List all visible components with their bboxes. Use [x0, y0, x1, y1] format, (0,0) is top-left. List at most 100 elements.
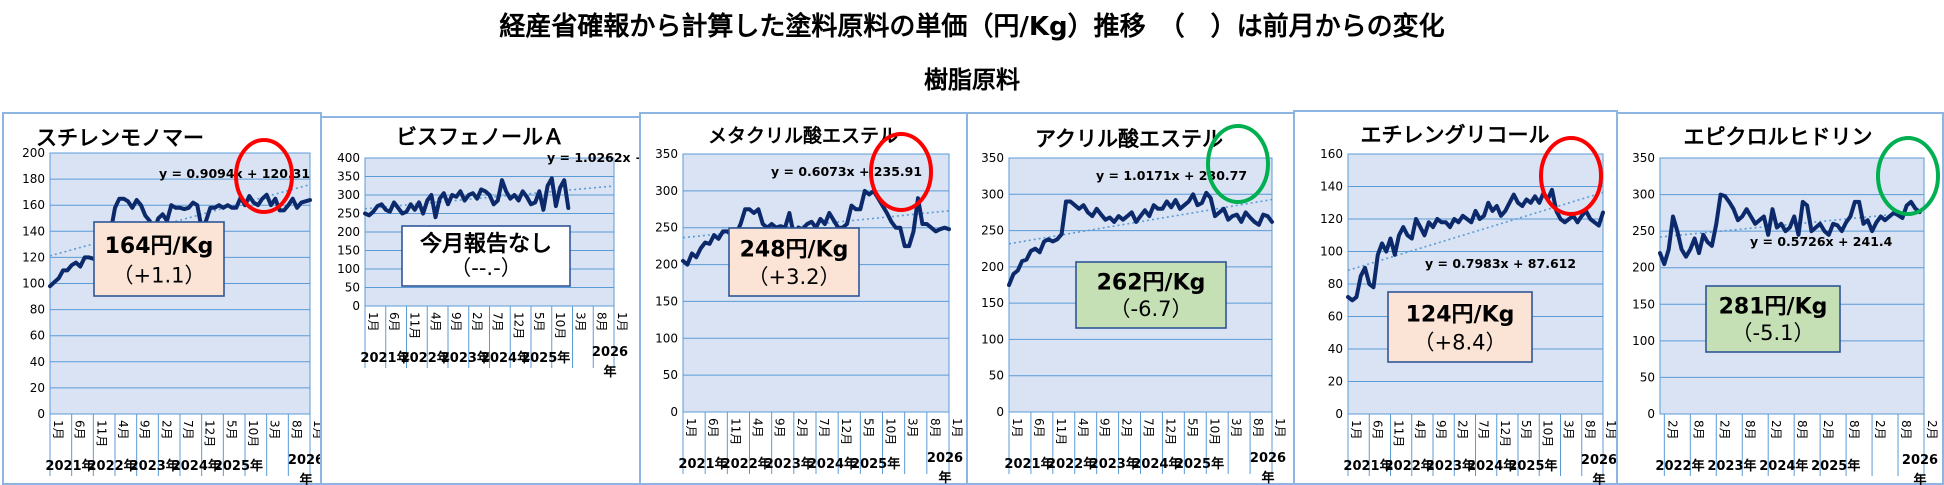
y-tick-label: 300	[655, 184, 678, 198]
year-label: 2023年	[765, 456, 814, 472]
x-tick-label: 1月	[1604, 420, 1618, 440]
x-tick-label: 3月	[574, 312, 588, 332]
x-tick-label: 8月	[928, 418, 942, 438]
y-tick-label: 60	[30, 329, 45, 343]
year-label: 2023年	[441, 350, 490, 366]
chart-title: アクリル酸エステル	[1035, 127, 1223, 151]
y-tick-label: 100	[22, 277, 45, 291]
year-label: 年	[603, 364, 616, 380]
x-tick-label: 8月	[1899, 420, 1913, 440]
y-tick-label: 150	[1632, 297, 1655, 311]
price-callout	[1705, 285, 1841, 353]
x-tick-label: 9月	[1098, 418, 1112, 438]
x-tick-label: 2月	[1769, 420, 1783, 440]
x-tick-label: 8月	[1251, 418, 1265, 438]
x-tick-label: 8月	[1743, 420, 1757, 440]
y-tick-label: 50	[1640, 370, 1655, 384]
change-label: （--.-）	[450, 256, 521, 280]
x-tick-label: 7月	[491, 312, 505, 332]
year-label: 年	[938, 470, 951, 485]
year-label: 2026	[592, 345, 628, 360]
chart-svg: スチレンモノマー 0 20 40 60 80 100 120 140 160 180 200 1月 6月 1…	[22, 126, 325, 485]
y-tick-label: 300	[337, 188, 360, 202]
y-tick-label: 100	[981, 332, 1004, 346]
change-label: （+1.1）	[113, 264, 206, 288]
y-tick-label: 150	[981, 296, 1004, 310]
year-label: 2021年	[678, 456, 727, 472]
chart-title: エチレングリコール	[1361, 123, 1550, 147]
x-tick-label: 12月	[511, 312, 525, 339]
x-tick-label: 4月	[116, 420, 130, 440]
y-tick-label: 100	[1632, 334, 1655, 348]
price-callout	[401, 225, 571, 287]
x-tick-label: 4月	[1413, 420, 1427, 440]
y-tick-label: 300	[1632, 188, 1655, 202]
x-tick-label: 1月	[684, 418, 698, 438]
year-label: 2023年	[1090, 456, 1139, 472]
highlight-ring	[1206, 124, 1270, 204]
year-label: 2022年	[1047, 456, 1096, 472]
x-tick-label: 5月	[861, 418, 875, 438]
x-tick-label: 2月	[1925, 420, 1939, 440]
year-label: 年	[1913, 472, 1926, 485]
x-tick-label: 3月	[906, 418, 920, 438]
x-tick-label: 11月	[408, 312, 422, 339]
trend-equation: y = 0.7983x + 87.612	[1425, 256, 1576, 271]
y-tick-label: 140	[22, 224, 45, 238]
y-tick-label: 100	[655, 331, 678, 345]
change-label: （-5.1）	[1732, 321, 1815, 345]
y-tick-label: 100	[337, 262, 360, 276]
x-tick-label: 6月	[706, 418, 720, 438]
x-tick-label: 6月	[1370, 420, 1384, 440]
chart-svg: エピクロルヒドリン 0 50 100 150 200 250 300 350 2月 8月 2月 8月 2月…	[1632, 125, 1940, 485]
highlight-ring	[1539, 136, 1603, 216]
year-label: 2024年	[1132, 456, 1181, 472]
price-label: 262円/Kg	[1097, 271, 1206, 296]
year-label: 2021年	[1343, 458, 1392, 474]
year-label: 2023年	[1707, 458, 1756, 474]
x-tick-label: 12月	[1498, 420, 1512, 447]
highlight-ring	[1876, 136, 1940, 216]
x-tick-label: 7月	[1142, 418, 1156, 438]
x-tick-label: 8月	[594, 312, 608, 332]
year-label: 2025年	[1508, 458, 1557, 474]
x-tick-label: 10月	[246, 420, 260, 447]
x-tick-label: 6月	[73, 420, 87, 440]
y-tick-label: 350	[337, 170, 360, 184]
year-label: 2021年	[360, 350, 409, 366]
x-tick-label: 2月	[1665, 420, 1679, 440]
chart-title: エピクロルヒドリン	[1684, 125, 1873, 149]
x-tick-label: 10月	[553, 312, 567, 339]
price-callout	[1075, 261, 1227, 329]
page-subtitle: 樹脂原料	[924, 66, 1020, 94]
x-tick-label: 10月	[884, 418, 898, 445]
y-tick-label: 200	[655, 258, 678, 272]
y-tick-label: 350	[981, 151, 1004, 165]
year-label: 2022年	[1655, 458, 1704, 474]
year-label: 年	[1261, 470, 1274, 485]
chart-panel-4: アクリル酸エステル 0 50 100 150 200 250 300 350 1月 6月 11月 4月 9…	[966, 112, 1295, 485]
x-tick-label: 10月	[1207, 418, 1221, 445]
x-tick-label: 3月	[1562, 420, 1576, 440]
price-label: 今月報告なし	[420, 231, 552, 257]
year-label: 2021年	[45, 458, 94, 474]
chart-title: スチレンモノマー	[36, 126, 204, 150]
change-label: （+8.4）	[1414, 330, 1507, 354]
x-tick-label: 8月	[1583, 420, 1597, 440]
x-tick-label: 12月	[839, 418, 853, 445]
year-label: 2024年	[1759, 458, 1808, 474]
y-tick-label: 140	[1320, 180, 1343, 194]
x-tick-label: 2月	[1455, 420, 1469, 440]
y-tick-label: 200	[337, 225, 360, 239]
chart-svg: メタクリル酸エステル 0 50 100 150 200 250 300 350 1月 6月 11月 4月…	[655, 124, 964, 485]
trend-equation: y = 0.5726x + 241.4	[1750, 234, 1893, 249]
y-tick-label: 350	[655, 147, 678, 161]
x-tick-label: 4月	[428, 312, 442, 332]
y-tick-label: 120	[22, 250, 45, 264]
x-tick-label: 12月	[203, 420, 217, 447]
chart-title: メタクリル酸エステル	[708, 124, 898, 147]
x-tick-label: 1月	[1273, 418, 1287, 438]
price-label: 124円/Kg	[1406, 302, 1515, 327]
x-tick-label: 5月	[532, 312, 546, 332]
y-tick-label: 150	[337, 244, 360, 258]
